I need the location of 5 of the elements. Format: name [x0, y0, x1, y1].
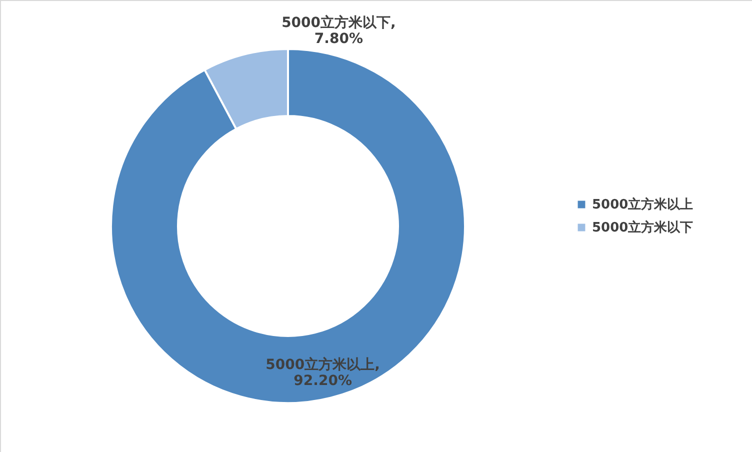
- legend-label: 5000立方米以下: [592, 220, 694, 236]
- data-label: 5000立方米以上, 92.20%: [266, 356, 380, 390]
- data-label: 5000立方米以下, 7.80%: [282, 14, 396, 48]
- legend-label: 5000立方米以上: [592, 196, 694, 212]
- donut-slice: [110, 48, 466, 404]
